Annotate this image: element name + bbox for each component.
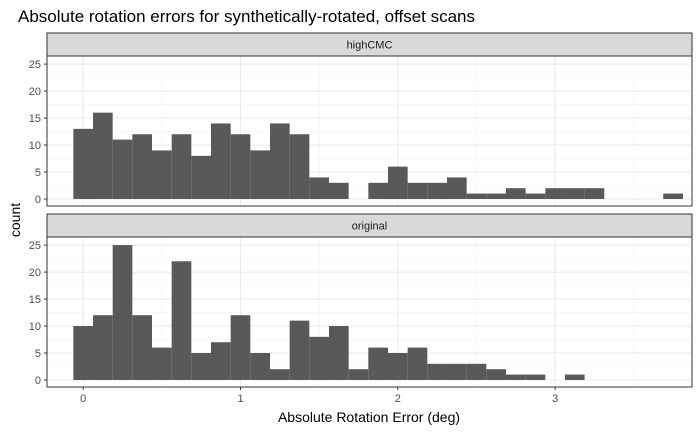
histogram-bar	[525, 193, 546, 199]
x-axis-title: Absolute Rotation Error (deg)	[278, 409, 460, 425]
y-tick-label: 0	[35, 375, 41, 387]
histogram-bar	[73, 326, 94, 380]
histogram-bar	[152, 150, 172, 199]
histogram-bar	[289, 320, 310, 380]
histogram-bar	[73, 128, 94, 199]
panel-border	[46, 236, 693, 388]
histogram-bar	[505, 188, 526, 199]
histogram-bar	[230, 134, 251, 199]
histogram-bar	[250, 353, 270, 380]
x-tick-label: 0	[80, 393, 86, 405]
histogram-bar	[112, 245, 133, 380]
y-tick-label: 5	[35, 167, 41, 179]
y-tick-label: 10	[29, 140, 41, 152]
histogram-bar	[387, 353, 408, 380]
y-tick-label: 25	[29, 59, 41, 71]
histogram-bar	[328, 182, 349, 199]
facet-panel-highCMC: highCMC 0 5 10 15 20 25	[29, 32, 693, 207]
histogram-bar	[289, 134, 310, 199]
histogram-bar	[427, 363, 447, 380]
histogram-bar	[466, 363, 487, 380]
histogram-bar	[112, 139, 133, 199]
histogram-bar	[191, 155, 212, 199]
histogram-bar	[348, 369, 369, 380]
histogram-bar	[309, 177, 329, 199]
y-tick-label: 5	[35, 348, 41, 360]
histogram-bar	[152, 347, 172, 380]
histogram-bar	[545, 188, 565, 199]
histogram-bar	[446, 363, 467, 380]
histogram-bar	[368, 182, 388, 199]
histogram-bar	[427, 182, 447, 199]
strip-label: original	[352, 221, 387, 233]
y-tick-label: 25	[29, 240, 41, 252]
histogram-bar	[93, 112, 113, 199]
y-tick-label: 20	[29, 86, 41, 98]
panel-border	[46, 55, 693, 207]
histogram-bar	[269, 369, 290, 380]
facet-panels: highCMC 0 5 10 15 20 25 original 0 5 10 15 20 25 0 1 2 3	[29, 32, 693, 405]
histogram-bar	[564, 188, 585, 199]
histogram-bar	[93, 315, 113, 380]
histogram-bar	[584, 188, 605, 199]
y-tick-label: 10	[29, 321, 41, 333]
x-axis: 0 1 2 3	[80, 387, 558, 405]
histogram-bar	[407, 347, 428, 380]
y-tick-label: 15	[29, 113, 41, 125]
y-tick-label: 20	[29, 267, 41, 279]
histogram-bar	[211, 123, 231, 199]
strip-label: highCMC	[347, 40, 393, 52]
histogram-bar	[328, 326, 349, 380]
histogram-bar	[505, 374, 526, 380]
histogram-bar	[564, 374, 585, 380]
histogram-bar	[486, 369, 506, 380]
histogram-bar	[387, 166, 408, 199]
histogram-bar	[309, 336, 329, 380]
histogram-bar	[269, 123, 290, 199]
y-tick-label: 0	[35, 194, 41, 206]
histogram-bar	[132, 134, 153, 199]
facet-panel-original: original 0 5 10 15 20 25	[29, 213, 693, 388]
y-axis-title: count	[7, 203, 23, 237]
histogram-bar	[191, 353, 212, 380]
histogram-bar	[230, 315, 251, 380]
histogram-bar	[446, 177, 467, 199]
histogram-bar	[663, 193, 683, 199]
x-tick-label: 1	[237, 393, 243, 405]
y-tick-label: 15	[29, 294, 41, 306]
histogram-bar	[250, 150, 270, 199]
histogram-bar	[132, 315, 153, 380]
histogram-bar	[368, 347, 388, 380]
histogram-bar	[211, 342, 231, 380]
chart-title: Absolute rotation errors for synthetical…	[18, 7, 475, 26]
histogram-bar	[466, 193, 487, 199]
histogram-bar	[407, 182, 428, 199]
histogram-bar	[525, 374, 546, 380]
histogram-bar	[486, 193, 506, 199]
histogram-bar	[171, 261, 192, 380]
histogram-bar	[171, 134, 192, 199]
x-tick-label: 3	[552, 393, 558, 405]
x-tick-label: 2	[395, 393, 401, 405]
